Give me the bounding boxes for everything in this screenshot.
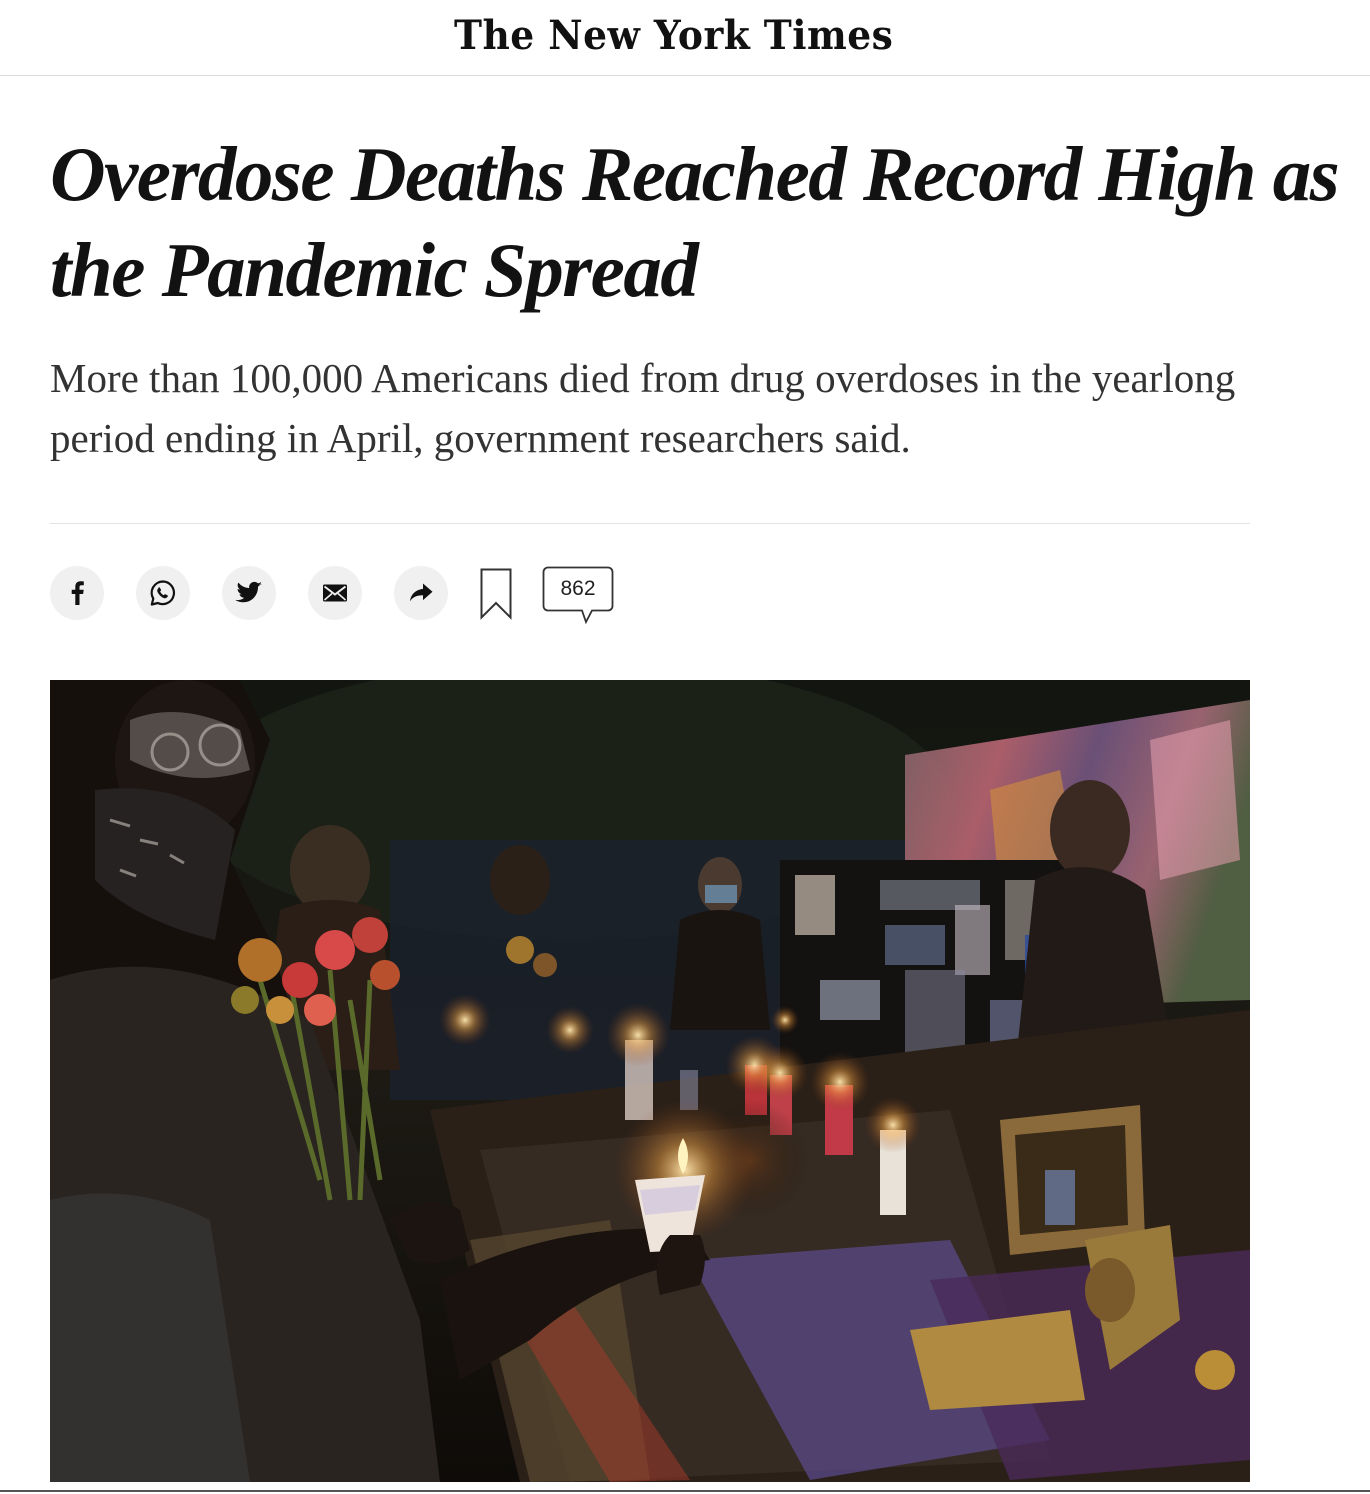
comment-count: 862 (560, 577, 596, 600)
whatsapp-icon (150, 580, 175, 606)
whatsapp-share-button[interactable] (136, 566, 190, 620)
facebook-icon (71, 581, 84, 605)
masthead: The New York Times (0, 0, 1370, 76)
nyt-logo[interactable]: The New York Times (454, 12, 894, 59)
article-lead-photo[interactable] (50, 680, 1250, 1482)
save-bookmark-button[interactable] (480, 568, 512, 620)
vigil-photo-illustration (50, 680, 1250, 1482)
flower-bouquet (231, 917, 400, 1201)
facebook-share-button[interactable] (50, 566, 104, 620)
divider (50, 523, 1250, 524)
article-summary: More than 100,000 Americans died from dr… (50, 355, 1236, 461)
email-share-button[interactable] (308, 566, 362, 620)
bookmark-icon (480, 568, 512, 620)
comment-bubble-icon (542, 566, 614, 625)
page-bottom-edge (0, 1490, 1370, 1492)
twitter-share-button[interactable] (222, 566, 276, 620)
twitter-icon (235, 581, 262, 603)
comments-button[interactable]: 862 (542, 566, 616, 626)
share-arrow-icon (410, 583, 433, 602)
article-headline: Overdose Deaths Reached Record High as t… (50, 131, 1340, 313)
email-icon (323, 584, 347, 602)
more-share-button[interactable] (394, 566, 448, 620)
